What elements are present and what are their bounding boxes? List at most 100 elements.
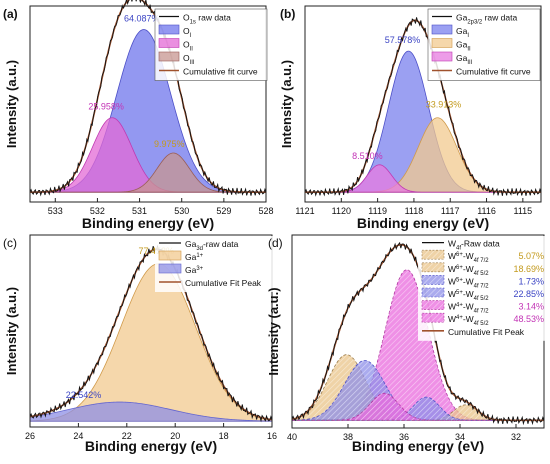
- x-tick-label: 1117: [441, 206, 460, 216]
- plot-frame: [29, 234, 273, 428]
- x-tick-label: 36: [399, 432, 409, 442]
- legend-peak-label: OI: [183, 26, 192, 39]
- legend-peak-swatch: [158, 250, 182, 261]
- raw-data-curve: [304, 17, 542, 197]
- x-tick-label: 529: [216, 206, 231, 216]
- peak-percent-label: 33.913%: [426, 100, 462, 110]
- legend-raw-label: O1s raw data: [183, 13, 231, 26]
- legend-peak-hatch: [422, 250, 444, 260]
- legend-raw-label: Ga2p3/2 raw data: [456, 13, 517, 26]
- legend-peak-swatch: [431, 51, 453, 62]
- x-tick-label: 22: [122, 431, 132, 441]
- legend-peak-label: Ga1+: [185, 252, 204, 262]
- x-tick-label: 1115: [514, 206, 533, 216]
- x-tick-label: 24: [73, 431, 83, 441]
- x-tick-label: 38: [343, 432, 353, 442]
- peak-percent-label: 25.958%: [88, 102, 124, 112]
- panel-label: (d): [268, 236, 283, 250]
- peak-percent-label: 22.542%: [66, 390, 102, 400]
- x-tick-label: 26: [25, 431, 35, 441]
- y-axis-label: Intensity (a.u.): [4, 60, 19, 148]
- x-tick-label: 16: [267, 431, 277, 441]
- panel-label: (c): [3, 236, 17, 250]
- legend-peak-percent: 18.69%: [513, 264, 544, 274]
- legend-peak-swatch: [158, 263, 182, 274]
- legend-peak-hatch: [422, 288, 444, 297]
- x-tick-label: 1116: [477, 206, 496, 216]
- peak-percent-label: 64.087%: [124, 14, 160, 24]
- legend-peak-label: W5+-W4f 7/2: [448, 276, 489, 289]
- legend-peak-percent: 48.53%: [513, 314, 544, 324]
- legend-fit-label: Cumulative Fit Peak: [185, 278, 262, 288]
- x-tick-label: 20: [170, 431, 180, 441]
- legend-peak-hatch: [422, 313, 444, 323]
- panel-d: 40 38 36 34 32 Binding energy (eV) Intensity (…: [266, 234, 546, 454]
- x-axis-label: Binding energy (eV): [82, 215, 214, 231]
- legend-peak-label: GaIII: [456, 53, 473, 66]
- raw-data-curve: [29, 244, 273, 423]
- legend-peak-percent: 3.14%: [518, 302, 544, 312]
- legend-peak-label: W5+-W4f 5/2: [448, 289, 489, 302]
- legend-peak-percent: 1.73%: [518, 276, 544, 286]
- panel-label: (b): [280, 7, 295, 21]
- x-tick-label: 1121: [295, 206, 314, 216]
- legend-fit-label: Cumulative Fit Peak: [448, 327, 525, 337]
- x-tick-label: 531: [132, 206, 147, 216]
- legend-peak-swatch: [431, 24, 453, 35]
- legend-peak-hatch: [422, 300, 444, 310]
- legend-raw-label: Ga3d-raw data: [185, 239, 239, 252]
- x-tick-label: 34: [455, 432, 465, 442]
- legend-peak-label: W6+-W4f 7/2: [448, 251, 489, 264]
- legend-peak-hatch: [422, 275, 444, 285]
- peak-percent-label: 57.578%: [385, 35, 421, 45]
- panel-a: 64.087% 25.958% 9.975% 533 532 531 530 529 528 Bi…: [3, 0, 274, 231]
- legend-fit-label: Cumulative fit curve: [183, 67, 258, 77]
- panel-b: 57.578% 33.913% 8.510% 1121 1120 1119 1118 1117…: [279, 5, 542, 231]
- peak-hatch: [292, 269, 544, 421]
- legend-peak-swatch: [158, 24, 180, 35]
- legend-peak-label: W4+-W4f 5/2: [448, 314, 489, 327]
- x-tick-label: 528: [258, 206, 273, 216]
- peak-percent-label: 8.510%: [352, 151, 383, 161]
- panel-label: (a): [3, 7, 18, 21]
- peak-hatch: [292, 360, 544, 421]
- legend-peak-label: GaI: [456, 26, 469, 39]
- x-tick-label: 1118: [405, 206, 424, 216]
- x-tick-label: 530: [174, 206, 189, 216]
- peak-hatch: [292, 404, 544, 421]
- legend-peak-hatch: [422, 262, 444, 272]
- x-tick-label: 32: [511, 432, 521, 442]
- legend-peak-label: OIII: [183, 53, 195, 66]
- legend-peak-percent: 5.07%: [518, 251, 544, 261]
- legend-peak-swatch: [431, 38, 453, 48]
- x-axis-label: Binding energy (eV): [357, 215, 489, 231]
- plot-frame: [29, 5, 267, 203]
- peak-area: [29, 401, 273, 422]
- legend-peak-percent: 22.85%: [513, 289, 544, 299]
- legend-peak-swatch: [158, 38, 180, 48]
- legend-peak-swatch: [158, 51, 180, 62]
- plot-frame: [304, 5, 542, 203]
- x-axis-label: Binding energy (eV): [85, 438, 217, 454]
- legend-fit-label: Cumulative fit curve: [456, 67, 531, 77]
- x-tick-label: 18: [219, 431, 229, 441]
- legend-peak-label: W4+-W4f 7/2: [448, 302, 489, 315]
- y-axis-label: Intensity (a.u.): [266, 287, 281, 375]
- legend-peak-label: OII: [183, 40, 193, 53]
- legend-peak-label: GaII: [456, 40, 471, 53]
- x-tick-label: 1119: [368, 206, 387, 216]
- peak-percent-label: 9.975%: [154, 139, 185, 149]
- x-axis-label: Binding energy (eV): [352, 438, 484, 454]
- legend-peak-label: Ga3+: [185, 265, 204, 275]
- legend-raw-label: W4f-Raw data: [448, 239, 500, 252]
- y-axis-label: Intensity (a.u.): [279, 60, 294, 148]
- x-tick-label: 1120: [332, 206, 351, 216]
- x-tick-label: 40: [287, 432, 297, 442]
- peak-hatch: [292, 397, 544, 421]
